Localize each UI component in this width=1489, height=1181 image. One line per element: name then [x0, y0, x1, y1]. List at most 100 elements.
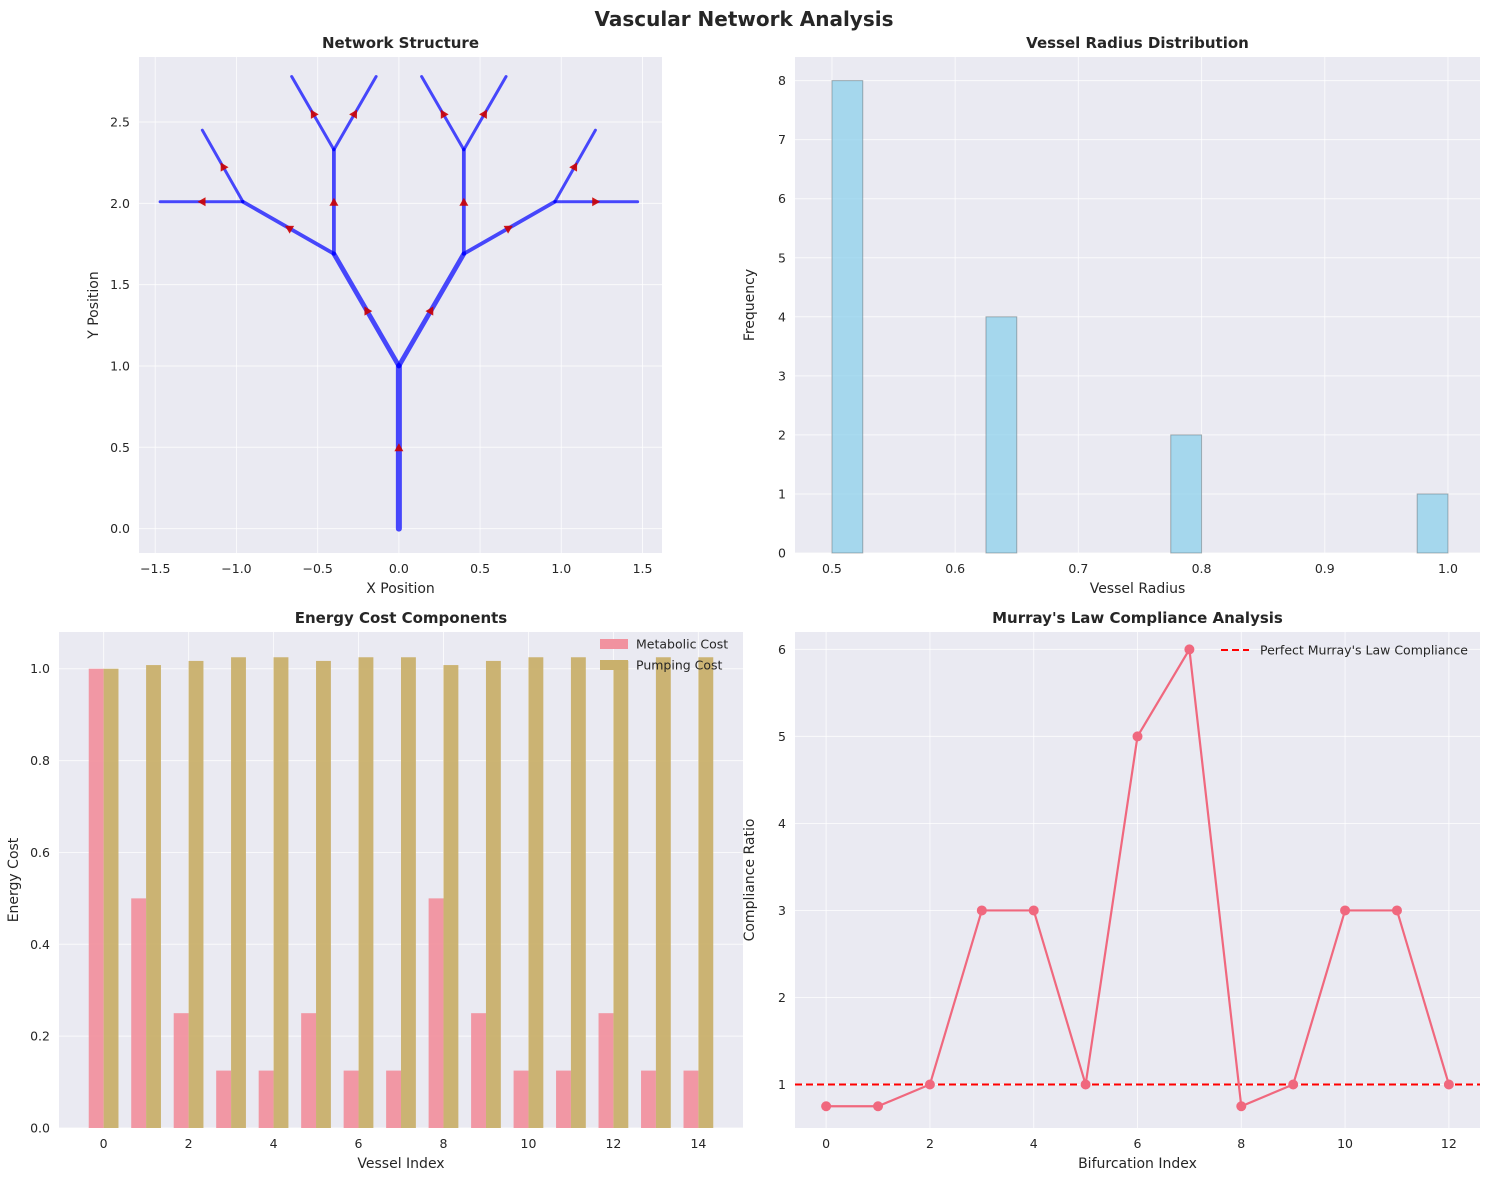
compliance-point — [1443, 1079, 1454, 1090]
flow-arrow — [440, 109, 449, 119]
metabolic-cost-bar — [641, 1070, 656, 1128]
metabolic-cost-bar — [513, 1070, 529, 1128]
pumping-cost-bar — [146, 665, 161, 1128]
pumping-cost-bar — [401, 657, 416, 1128]
histogram-bar — [1170, 434, 1203, 554]
x-tick-label: 4 — [1030, 1136, 1038, 1151]
x-tick-label: 2 — [185, 1136, 193, 1151]
panel-title: Network Structure — [322, 34, 479, 52]
x-tick-label: 0.5 — [822, 561, 842, 576]
x-tick-label: −0.5 — [302, 561, 332, 576]
radius-distribution-panel: 0.5 0.6 0.7 0.8 0.9 1.0 0 1 2 3 4 5 6 7 8 Vessel Radius… — [742, 34, 1480, 597]
y-tick-label: 2.0 — [110, 196, 130, 211]
y-tick-label: 5 — [778, 729, 786, 744]
y-tick-label: 3 — [778, 903, 786, 918]
y-axis-label: Y Position — [86, 271, 102, 340]
y-tick-label: 6 — [778, 642, 786, 657]
y-tick-label: 0.4 — [30, 937, 50, 952]
energy-cost-panel: 0 2 4 6 8 10 12 14 0.0 0.2 0.4 0.6 0.8 1.0 Energy Cost… — [6, 609, 743, 1172]
x-tick-label: 12 — [1441, 1136, 1457, 1151]
y-axis-label: Energy Cost — [6, 837, 22, 922]
metabolic-cost-bar — [556, 1070, 571, 1128]
y-axis-label: Frequency — [742, 269, 758, 341]
y-tick-label: 2 — [778, 427, 786, 442]
y-tick-label: 0.0 — [30, 1121, 50, 1136]
flow-arrow — [284, 225, 295, 234]
vessel-segments — [158, 75, 640, 532]
metabolic-cost-bar — [131, 898, 147, 1128]
x-axis-label: Vessel Index — [357, 1156, 444, 1172]
legend: Perfect Murray's Law Compliance — [1221, 643, 1468, 658]
flow-arrow — [479, 109, 487, 119]
flow-arrow — [592, 197, 601, 207]
legend-label: Pumping Cost — [636, 658, 723, 673]
y-tick-label: 1.5 — [110, 277, 130, 292]
legend-swatch — [600, 660, 628, 670]
x-tick-label: 0.0 — [389, 561, 409, 576]
histogram-bar — [831, 80, 864, 554]
histogram-bar — [1416, 493, 1449, 554]
pumping-cost-bar — [103, 668, 119, 1128]
y-axis-label: Compliance Ratio — [742, 819, 758, 942]
compliance-point — [1028, 905, 1039, 916]
flow-arrow — [459, 197, 469, 206]
compliance-point — [1391, 905, 1402, 916]
x-tick-label: 14 — [690, 1136, 706, 1151]
y-tick-label: 1 — [778, 1077, 786, 1092]
x-tick-label: 1.0 — [551, 561, 571, 576]
y-tick-label: 7 — [778, 132, 786, 147]
pumping-cost-bar — [485, 660, 501, 1128]
x-tick-label: 4 — [270, 1136, 278, 1151]
pumping-cost-bar — [655, 657, 671, 1128]
panel-title: Vessel Radius Distribution — [1026, 34, 1249, 52]
plot-area — [795, 57, 1480, 553]
compliance-point — [873, 1101, 884, 1112]
x-axis-label: Vessel Radius — [1090, 581, 1186, 597]
metabolic-cost-bar — [598, 1013, 614, 1128]
metabolic-cost-bar — [301, 1013, 317, 1128]
compliance-point — [1080, 1079, 1091, 1090]
x-tick-label: 0.8 — [1192, 561, 1212, 576]
x-tick-label: 0.9 — [1315, 561, 1335, 576]
y-tick-label: 4 — [778, 309, 786, 324]
y-tick-label: 1 — [778, 486, 786, 501]
network-structure-panel: −1.5 −1.0 −0.5 0.0 0.5 1.0 1.5 0.0 0.5 1.0 1.5 2.0 2… — [86, 34, 662, 597]
y-tick-label: 2 — [778, 990, 786, 1005]
metabolic-cost-bar — [216, 1070, 232, 1128]
metabolic-cost-bar — [173, 1013, 189, 1128]
flow-arrow — [349, 109, 358, 119]
pumping-cost-bar — [231, 657, 246, 1128]
legend-label: Perfect Murray's Law Compliance — [1260, 643, 1468, 658]
x-tick-label: 10 — [1337, 1136, 1353, 1151]
flow-arrow — [394, 443, 404, 452]
pumping-cost-bar — [613, 660, 629, 1128]
x-tick-label: 12 — [605, 1136, 621, 1151]
y-tick-label: 1.0 — [30, 661, 50, 676]
y-tick-label: 0.6 — [30, 845, 50, 860]
x-tick-label: −1.5 — [140, 561, 170, 576]
legend: Metabolic Cost Pumping Cost — [600, 637, 728, 673]
x-tick-label: 0 — [822, 1136, 830, 1151]
y-tick-label: 0.5 — [110, 440, 130, 455]
x-tick-label: 0.6 — [945, 561, 965, 576]
pumping-cost-bar — [273, 657, 289, 1128]
compliance-point — [1340, 905, 1351, 916]
flow-arrow — [220, 162, 229, 172]
pumping-cost-bar — [443, 665, 459, 1128]
pumping-cost-bar — [528, 657, 544, 1128]
y-tick-label: 0 — [778, 546, 786, 561]
x-tick-label: 1.5 — [633, 561, 653, 576]
x-tick-label: 0 — [100, 1136, 108, 1151]
legend-label: Metabolic Cost — [636, 637, 728, 652]
histogram-bar — [985, 316, 1018, 554]
x-axis-label: Bifurcation Index — [1078, 1156, 1197, 1172]
x-tick-label: 8 — [1237, 1136, 1245, 1151]
y-tick-label: 6 — [778, 191, 786, 206]
compliance-point — [924, 1079, 935, 1090]
legend-swatch — [600, 639, 628, 649]
x-tick-label: 6 — [355, 1136, 363, 1151]
metabolic-cost-bar — [88, 668, 104, 1128]
flow-arrow — [425, 306, 434, 316]
